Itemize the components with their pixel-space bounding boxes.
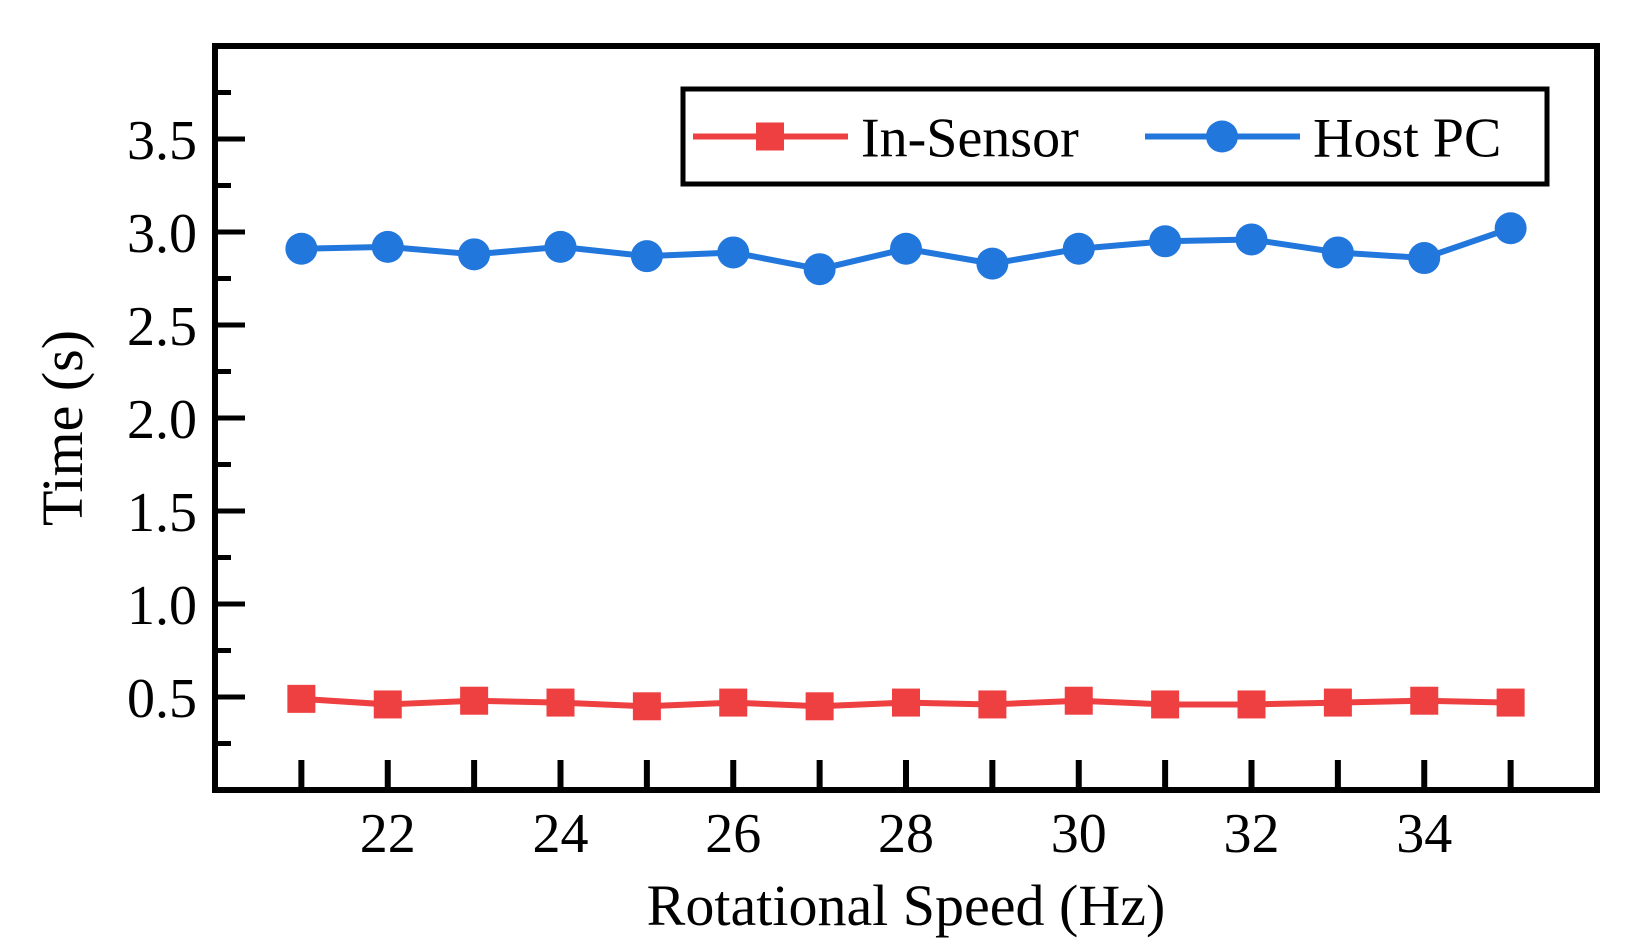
- data-point-host-pc: [458, 238, 491, 271]
- data-point-host-pc: [717, 236, 750, 269]
- data-point-host-pc: [1408, 242, 1441, 275]
- data-point-in-sensor: [460, 686, 489, 715]
- data-point-host-pc: [976, 247, 1009, 280]
- data-point-in-sensor: [546, 688, 575, 717]
- data-point-host-pc: [285, 232, 318, 265]
- legend-label-host-pc: Host PC: [1313, 108, 1501, 170]
- data-point-host-pc: [544, 230, 577, 263]
- x-tick-labels: 22 24 26 28 30 32 34: [360, 803, 1453, 865]
- legend-marker-host-pc: [1206, 120, 1238, 153]
- x-axis-label: Rotational Speed (Hz): [647, 873, 1166, 938]
- legend-item-host-pc: Host PC: [1145, 108, 1501, 170]
- x-tick-label: 24: [533, 803, 589, 865]
- legend-marker-in-sensor: [756, 122, 784, 151]
- data-point-host-pc: [1062, 232, 1095, 265]
- y-tick-label: 3.5: [127, 110, 197, 172]
- x-tick-label: 32: [1224, 803, 1280, 865]
- data-point-in-sensor: [1496, 688, 1525, 717]
- data-point-host-pc: [1494, 212, 1527, 245]
- data-point-host-pc: [1149, 225, 1182, 258]
- plot-frame: [212, 43, 1600, 793]
- data-point-in-sensor: [978, 690, 1007, 719]
- series-host-pc: [285, 212, 1527, 286]
- y-tick-label: 1.0: [127, 575, 197, 637]
- data-point-in-sensor: [805, 692, 834, 721]
- data-point-in-sensor: [892, 688, 920, 717]
- legend-item-in-sensor: In-Sensor: [693, 108, 1079, 170]
- data-point-in-sensor: [1151, 690, 1180, 719]
- data-point-host-pc: [890, 232, 922, 265]
- data-point-in-sensor: [632, 692, 661, 721]
- data-point-in-sensor: [719, 688, 748, 717]
- x-tick-label: 22: [360, 803, 416, 865]
- y-tick-label: 3.0: [127, 203, 197, 265]
- data-point-in-sensor: [1237, 690, 1266, 719]
- data-point-host-pc: [803, 253, 836, 286]
- x-tick-label: 34: [1396, 803, 1452, 865]
- data-point-in-sensor: [1410, 686, 1439, 715]
- legend: In-Sensor Host PC: [680, 86, 1550, 187]
- data-point-in-sensor: [287, 684, 316, 713]
- data-point-host-pc: [630, 240, 663, 273]
- data-point-in-sensor: [1323, 688, 1352, 717]
- x-tick-label: 28: [878, 803, 934, 865]
- y-tick-labels: 0.5 1.0 1.5 2.0 2.5 3.0 3.5: [127, 110, 197, 730]
- data-point-host-pc: [371, 230, 404, 263]
- y-axis-label: Time (s): [30, 330, 95, 526]
- data-series: [285, 212, 1527, 721]
- y-tick-label: 1.5: [127, 482, 197, 544]
- x-tick-label: 30: [1051, 803, 1107, 865]
- data-point-in-sensor: [1064, 686, 1093, 715]
- axis-ticks: [215, 90, 1514, 790]
- data-point-host-pc: [1321, 236, 1354, 269]
- y-tick-label: 2.5: [127, 296, 197, 358]
- legend-label-in-sensor: In-Sensor: [861, 108, 1079, 170]
- x-tick-label: 26: [705, 803, 761, 865]
- data-point-host-pc: [1235, 223, 1268, 256]
- y-tick-label: 2.0: [127, 389, 197, 451]
- y-tick-label: 0.5: [127, 668, 197, 730]
- series-in-sensor: [287, 684, 1525, 721]
- data-point-in-sensor: [373, 690, 402, 719]
